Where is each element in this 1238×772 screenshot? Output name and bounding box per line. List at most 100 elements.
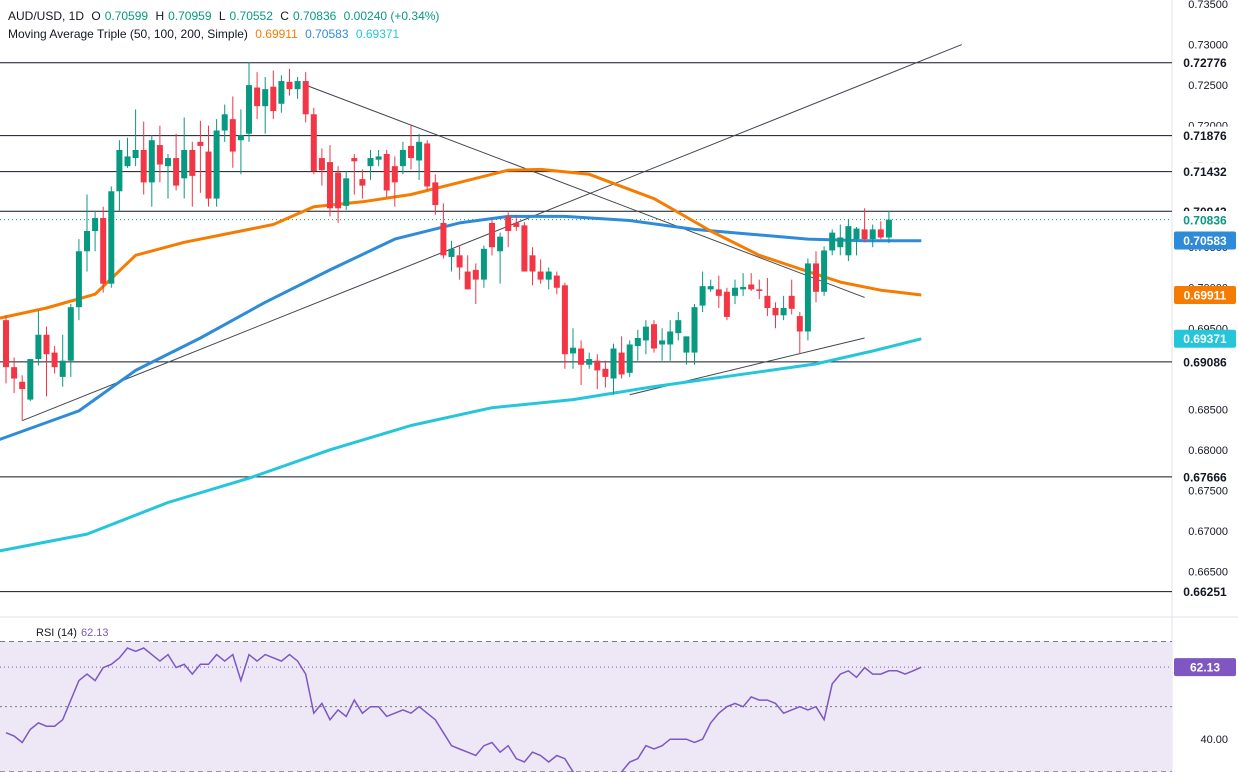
price-tick-label: 0.73500 bbox=[1188, 0, 1228, 11]
candle-up bbox=[116, 149, 123, 192]
price-label-text: 0.70583 bbox=[1183, 234, 1227, 248]
candle-up bbox=[675, 320, 682, 334]
price-label-box bbox=[1174, 210, 1236, 229]
candle-up bbox=[545, 271, 552, 280]
rsi-label[interactable]: RSI (14) bbox=[36, 627, 77, 639]
candle-up bbox=[59, 360, 66, 377]
close-label: C bbox=[280, 9, 289, 23]
candle-up bbox=[246, 85, 252, 134]
candle-down bbox=[788, 295, 795, 309]
candle-up bbox=[84, 231, 90, 252]
candle-up bbox=[732, 287, 738, 296]
candle-down bbox=[424, 143, 431, 187]
ma-legend-row: Moving Average Triple (50, 100, 200, Sim… bbox=[8, 27, 403, 41]
candle-down bbox=[11, 367, 18, 379]
candle-up bbox=[707, 286, 714, 290]
candle-down bbox=[472, 269, 479, 280]
candle-up bbox=[75, 251, 82, 308]
ma-indicator-label[interactable]: Moving Average Triple (50, 100, 200, Sim… bbox=[8, 27, 248, 41]
candle-down bbox=[156, 145, 163, 165]
candle-down bbox=[813, 263, 819, 292]
candle-down bbox=[205, 151, 212, 199]
candle-up bbox=[691, 307, 698, 353]
price-label-text: 0.72776 bbox=[1183, 56, 1227, 70]
candle-up bbox=[448, 248, 455, 257]
candle-down bbox=[197, 141, 204, 146]
candle-up bbox=[108, 191, 115, 284]
candle-down bbox=[140, 149, 147, 183]
price-tick-label: 0.68000 bbox=[1188, 445, 1228, 457]
symbol-ohlc-row: AUD/USD, 1D O 0.70599 H 0.70959 L 0.70552 C… bbox=[8, 9, 443, 23]
candle-down bbox=[723, 291, 730, 317]
candle-down bbox=[756, 289, 763, 291]
candle-down bbox=[537, 271, 544, 280]
candle-up bbox=[165, 158, 171, 167]
ma100-value: 0.70583 bbox=[305, 27, 349, 41]
open-label: O bbox=[91, 9, 101, 23]
candle-down bbox=[553, 275, 560, 288]
candle-up bbox=[132, 149, 139, 159]
candle-down bbox=[359, 179, 366, 186]
candle-up bbox=[853, 228, 860, 240]
candle-down bbox=[772, 308, 779, 316]
candle-down bbox=[286, 81, 293, 90]
candle-down bbox=[51, 352, 58, 368]
candle-up bbox=[699, 286, 706, 306]
candle-down bbox=[618, 352, 625, 375]
candle-up bbox=[262, 89, 269, 107]
candle-down bbox=[327, 162, 333, 209]
candle-down bbox=[318, 158, 325, 171]
candle-up bbox=[221, 114, 228, 131]
candle-up bbox=[92, 218, 99, 231]
candle-down bbox=[456, 255, 463, 268]
candle-up bbox=[837, 237, 844, 248]
price-tick-label: 0.73000 bbox=[1188, 40, 1228, 52]
candle-down bbox=[173, 158, 180, 186]
candle-up bbox=[829, 232, 836, 251]
candle-up bbox=[181, 149, 188, 179]
candle-up bbox=[740, 286, 747, 290]
ma50-line bbox=[0, 167, 922, 320]
candle-up bbox=[367, 158, 374, 167]
candle-up bbox=[480, 248, 487, 280]
candle-down bbox=[310, 114, 317, 172]
candle-down bbox=[229, 119, 236, 152]
price-label-box bbox=[1174, 285, 1236, 304]
candle-down bbox=[383, 154, 390, 191]
candle-down bbox=[877, 229, 884, 238]
candle-up bbox=[148, 140, 155, 183]
candle-down bbox=[513, 222, 520, 227]
rsi-tick-label: 40.00 bbox=[1200, 734, 1228, 746]
ma200-value: 0.69371 bbox=[355, 27, 400, 41]
candle-down bbox=[19, 381, 26, 390]
price-label-box bbox=[1174, 582, 1236, 601]
candle-down bbox=[594, 360, 601, 371]
candle-up bbox=[124, 156, 131, 167]
candle-up bbox=[399, 149, 406, 167]
price-label-box bbox=[1174, 231, 1236, 250]
price-label-text: 0.69371 bbox=[1183, 332, 1227, 346]
trendline bbox=[305, 84, 865, 298]
candle-up bbox=[375, 156, 382, 160]
price-label-text: 0.71432 bbox=[1183, 165, 1227, 179]
candle-down bbox=[505, 216, 512, 231]
low-value: 0.70552 bbox=[229, 9, 273, 23]
candle-up bbox=[659, 340, 666, 345]
low-label: L bbox=[218, 9, 226, 23]
candle-up bbox=[278, 81, 285, 104]
candle-up bbox=[570, 347, 576, 354]
candle-up bbox=[804, 263, 811, 332]
candle-up bbox=[294, 81, 301, 90]
price-label-text: 0.67666 bbox=[1183, 470, 1227, 484]
symbol-label[interactable]: AUD/USD, 1D bbox=[8, 9, 85, 23]
price-tick-label: 0.67000 bbox=[1188, 526, 1228, 538]
candle-down bbox=[3, 320, 9, 368]
price-label-text: 0.69086 bbox=[1183, 355, 1227, 369]
price-label-box bbox=[1174, 126, 1236, 145]
price-tick-label: 0.66500 bbox=[1188, 566, 1228, 578]
rsi-value: 62.13 bbox=[80, 627, 109, 639]
candle-down bbox=[432, 182, 439, 206]
price-label-text: 0.71876 bbox=[1183, 129, 1227, 143]
candle-up bbox=[642, 326, 649, 341]
price-label-box bbox=[1174, 162, 1236, 181]
